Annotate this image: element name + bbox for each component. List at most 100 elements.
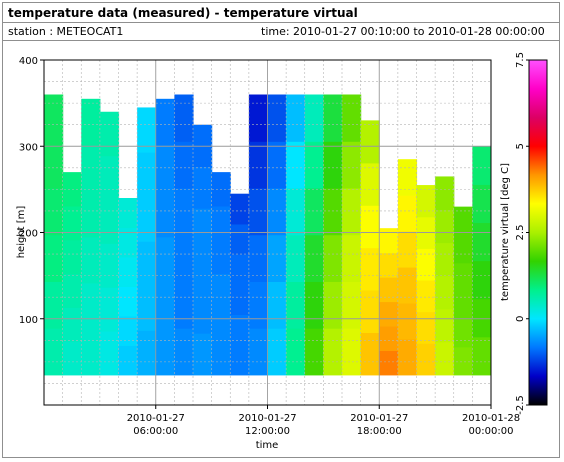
heatmap-cell [137, 285, 157, 331]
heatmap-cell [397, 195, 418, 232]
x-tick-time: 00:00:00 [469, 426, 514, 437]
heatmap-cell [248, 187, 269, 236]
colorbar-tick-label: 5 [515, 143, 526, 149]
heatmap-cell [211, 307, 231, 342]
heatmap-cell [174, 141, 194, 189]
heatmap-cell [248, 234, 269, 282]
heatmap-cell [62, 307, 82, 342]
heatmap-cell [286, 328, 306, 376]
heatmap-cell [81, 144, 101, 192]
heatmap-cell [137, 330, 157, 376]
heatmap-cell [99, 155, 120, 201]
heatmap-cell [230, 223, 250, 255]
heatmap-cell [137, 107, 157, 153]
heatmap-cell [453, 206, 473, 236]
heatmap-cell [379, 350, 399, 376]
heatmap-cell [62, 205, 82, 241]
heatmap-cell [267, 141, 287, 189]
heatmap-cell [286, 94, 306, 142]
heatmap-cell [397, 338, 418, 376]
heatmap-cell [174, 281, 194, 329]
heatmap-cell [155, 98, 175, 146]
heatmap-cell [472, 260, 491, 300]
heatmap-cell [155, 190, 175, 238]
heatmap-cell [81, 236, 101, 284]
x-tick-date: 2010-01-28 [462, 413, 520, 424]
heatmap-cell [342, 141, 362, 189]
y-tick-label: 100 [19, 315, 38, 326]
heatmap-cell [472, 222, 491, 262]
chart-title: temperature data (measured) - temperatur… [3, 3, 559, 23]
heatmap-cell [267, 234, 287, 282]
heatmap-cell [472, 184, 491, 224]
heatmap-cell [435, 209, 455, 244]
heatmap-cell [211, 239, 231, 275]
heatmap-cell [211, 341, 231, 376]
heatmap-cell [118, 198, 138, 229]
heatmap-cell [342, 234, 362, 282]
heatmap-cell [472, 298, 491, 338]
heatmap-cell [44, 94, 64, 142]
heatmap-cell [472, 146, 491, 185]
colorbar-tick-label: 7.5 [515, 52, 526, 68]
heatmap-cell [174, 328, 194, 376]
heatmap-cell [360, 162, 380, 206]
colorbar [528, 59, 548, 406]
heatmap-cell [81, 282, 101, 330]
heatmap-cell [155, 282, 175, 330]
chart-info-bar: station : METEOCAT1 time: 2010-01-27 00:… [3, 23, 559, 41]
heatmap-cell [397, 159, 418, 196]
heatmap-cell [99, 199, 120, 244]
time-range-label: time: 2010-01-27 00:10:00 to 2010-01-28 … [261, 25, 545, 38]
heatmap-cell [379, 252, 399, 278]
heatmap-cell [416, 185, 436, 218]
heatmap-cell [286, 281, 306, 329]
heatmap-cell [99, 243, 120, 288]
heatmap-cell [230, 193, 250, 225]
heatmap-cell [342, 328, 362, 376]
heatmap-cell [453, 234, 473, 264]
heatmap-cell [44, 187, 64, 236]
heatmap-cell [230, 314, 250, 346]
heatmap-cell [230, 344, 250, 376]
heatmap-cell [453, 346, 473, 376]
heatmap-cell [360, 290, 380, 334]
heatmap-cell [193, 166, 213, 209]
heatmap-cell [118, 227, 138, 258]
heatmap-cell [99, 330, 120, 376]
heatmap-cell [118, 345, 138, 376]
heatmap-cell [342, 281, 362, 329]
heatmap-cell [472, 336, 491, 376]
heatmap-cell [211, 273, 231, 308]
heatmap-cell [267, 328, 287, 376]
heatmap-cell [453, 262, 473, 292]
heatmap-cell [286, 187, 306, 236]
heatmap-cell [267, 281, 287, 329]
station-label: station : METEOCAT1 [8, 25, 124, 38]
heatmap-cell [267, 94, 287, 142]
heatmap-cell [323, 281, 343, 329]
y-tick-label: 400 [19, 56, 38, 67]
heatmap-cell [435, 341, 455, 376]
colorbar-tick-label: 2.5 [515, 225, 526, 241]
colorbar-ticks: -2.5 0 2.5 5 7.5 [515, 52, 529, 415]
x-tick-date: 2010-01-27 [127, 413, 185, 424]
heatmap-cell [304, 94, 324, 142]
heatmap-cell [155, 328, 175, 376]
heatmap-cell [99, 111, 120, 157]
heatmap-cell [360, 247, 380, 291]
heatmap-cell [379, 325, 399, 351]
heatmap-cell [248, 94, 269, 142]
heatmap-cell [416, 343, 436, 376]
heatmap-cell [342, 94, 362, 142]
heatmap-cell [155, 236, 175, 284]
x-tick-date: 2010-01-27 [238, 413, 296, 424]
heatmap-cell [416, 279, 436, 313]
heatmap-cell [81, 190, 101, 238]
heatmap-cell [118, 315, 138, 346]
y-tick-label: 300 [19, 142, 38, 153]
heatmap-cell [304, 328, 324, 376]
heatmap-cell [323, 187, 343, 236]
heatmap-cell [62, 239, 82, 275]
